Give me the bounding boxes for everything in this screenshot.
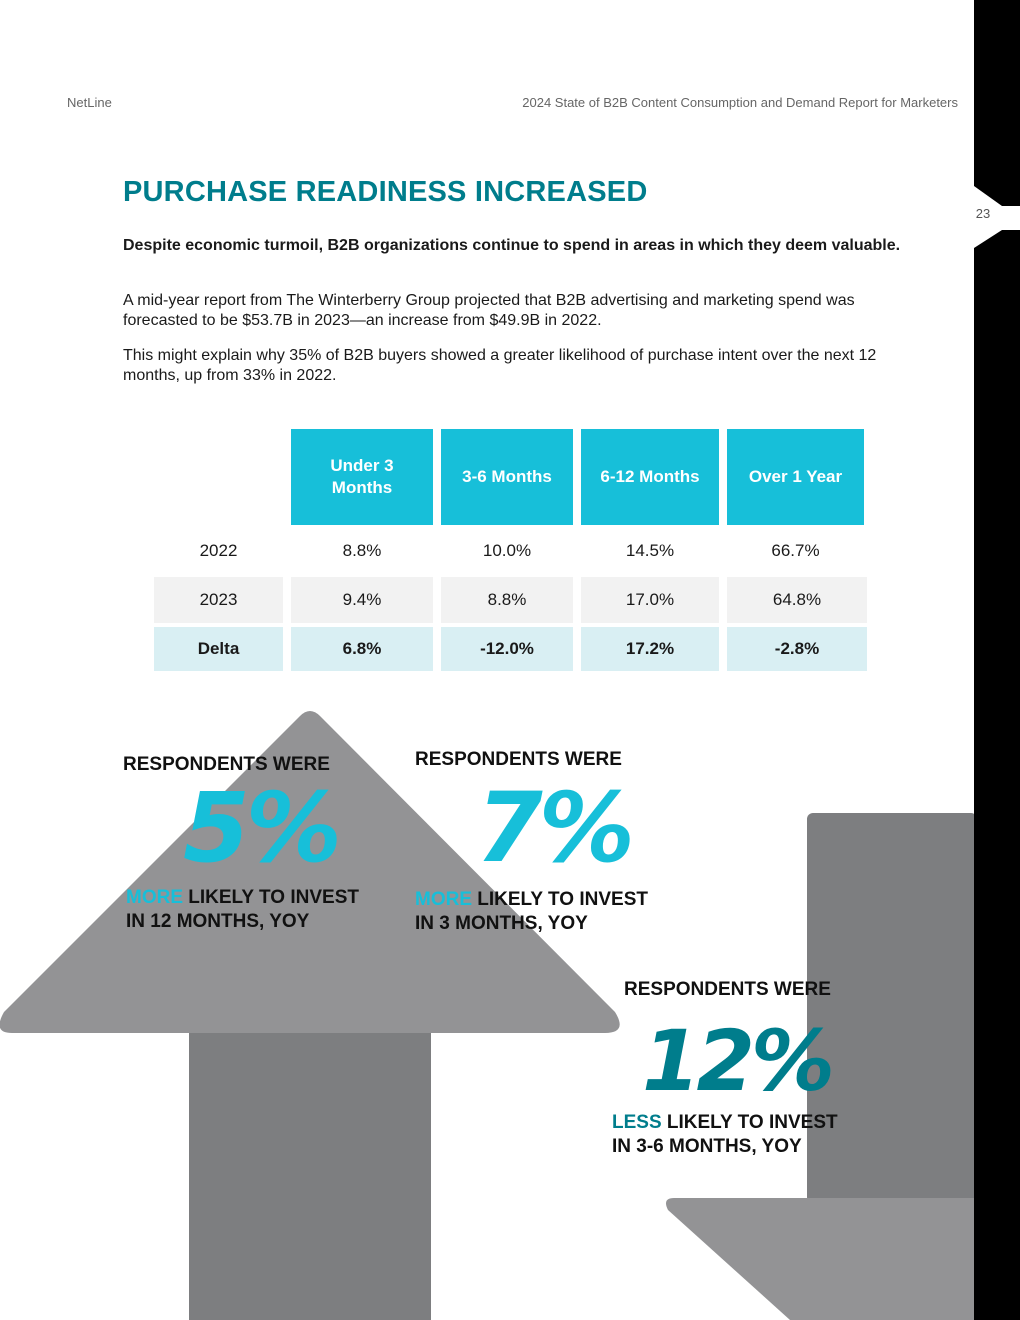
header-report-title: 2024 State of B2B Content Consumption an… (522, 95, 958, 110)
table-cell: 10.0% (482, 541, 532, 560)
up-arrow-shaft (189, 1030, 431, 1320)
column-header: 6-12 Months (581, 429, 719, 525)
lead-paragraph: Despite economic turmoil, B2B organizati… (123, 237, 901, 254)
table-cell: 8.8% (342, 541, 382, 560)
row-label: 2022 (199, 541, 238, 560)
column-header: Over 1 Year (727, 429, 864, 525)
page-number: 23 (975, 206, 991, 221)
row-label: 2023 (154, 577, 283, 623)
stat-line2: IN 3-6 MONTHS, YOY (612, 1136, 802, 1157)
column-header: 3-6 Months (441, 429, 573, 525)
stat-intro: RESPONDENTS WERE (123, 754, 330, 775)
stat-description: MORE LIKELY TO INVEST IN 3 MONTHS, YOY (415, 888, 648, 936)
stat-value: 5% (183, 772, 342, 884)
stat-highlight: MORE (415, 889, 472, 910)
stat-value: 7% (476, 772, 635, 884)
stat-highlight: LESS (612, 1112, 662, 1133)
stat-intro: RESPONDENTS WERE (624, 979, 831, 1000)
paragraph-1: A mid-year report from The Winterberry G… (123, 292, 855, 329)
stat-value: 12% (642, 1012, 835, 1110)
page-number-tab (974, 186, 1020, 248)
paragraph-2: This might explain why 35% of B2B buyers… (123, 347, 877, 384)
table-cell: 6.8% (291, 627, 433, 671)
header-brand: NetLine (67, 95, 112, 110)
table-cell: 14.5% (625, 541, 675, 560)
stat-description: LESS LIKELY TO INVEST IN 3-6 MONTHS, YOY (612, 1111, 838, 1159)
stat-line1: LIKELY TO INVEST (661, 1112, 838, 1133)
stat-line1: LIKELY TO INVEST (472, 889, 648, 910)
table-cell: 66.7% (771, 541, 820, 560)
stat-line2: IN 3 MONTHS, YOY (415, 913, 588, 934)
table-cell: -12.0% (441, 627, 573, 671)
table-cell: 17.2% (581, 627, 719, 671)
down-arrow-shaft (807, 813, 977, 1203)
table-cell: 8.8% (441, 577, 573, 623)
row-label: Delta (154, 627, 283, 671)
table-cell: 64.8% (727, 577, 867, 623)
stat-description: MORE LIKELY TO INVEST IN 12 MONTHS, YOY (126, 886, 359, 934)
section-title: PURCHASE READINESS INCREASED (123, 176, 648, 208)
column-header: Under 3 Months (291, 429, 433, 525)
stat-intro: RESPONDENTS WERE (415, 749, 622, 770)
table-cell: -2.8% (727, 627, 867, 671)
stat-highlight: MORE (126, 887, 183, 908)
down-arrow-head (666, 1198, 977, 1320)
up-arrow-head (0, 711, 620, 1033)
table-cell: 17.0% (581, 577, 719, 623)
table-cell: 9.4% (291, 577, 433, 623)
stat-line1: LIKELY TO INVEST (183, 887, 359, 908)
stat-line2: IN 12 MONTHS, YOY (126, 911, 310, 932)
